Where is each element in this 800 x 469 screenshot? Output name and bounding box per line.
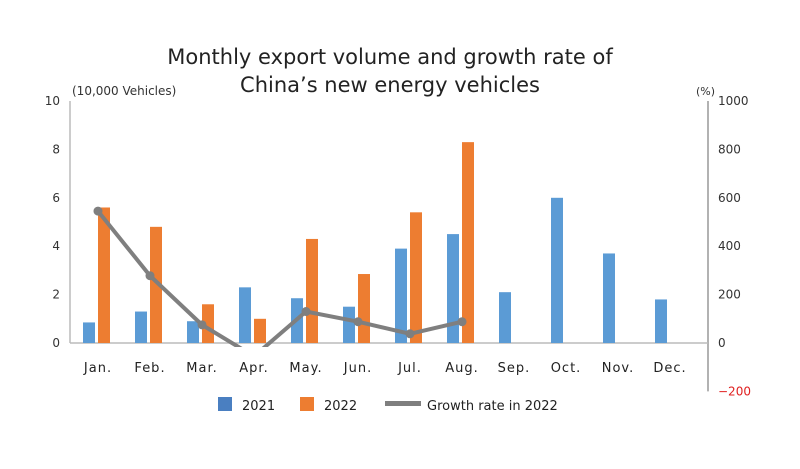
x-tick-label: Jan. — [83, 361, 112, 376]
bar-2022-apr — [254, 318, 266, 343]
x-tick-label: Apr. — [239, 361, 268, 376]
y2-tick-label: 400 — [718, 239, 741, 253]
growth-rate-point-feb — [145, 271, 155, 281]
x-tick-label: Aug. — [445, 361, 479, 376]
x-tick-label: Oct. — [551, 361, 582, 376]
y2-tick-label: 0 — [718, 336, 726, 350]
growth-rate-point-jan — [93, 206, 103, 216]
legend-label: 2021 — [242, 399, 275, 414]
y-tick-label: 2 — [52, 288, 60, 302]
y2-axis-label: (%) — [696, 85, 715, 98]
chart-title-line-2: China’s new energy vehicles — [240, 73, 540, 97]
growth-rate-point-may — [301, 307, 311, 317]
legend-swatch-2022 — [300, 397, 314, 411]
x-tick-label: Jun. — [343, 361, 372, 376]
y-tick-label: 6 — [52, 191, 60, 205]
y-tick-label: 8 — [52, 142, 60, 156]
x-tick-label: May. — [289, 361, 322, 376]
growth-rate-point-aug — [457, 317, 467, 327]
y2-tick-label: −200 — [718, 384, 751, 398]
bar-2021-feb — [135, 311, 147, 343]
bar-2022-jul — [410, 212, 422, 343]
bar-2021-jun — [343, 306, 355, 343]
legend-label: 2022 — [324, 399, 357, 414]
x-tick-label: Sep. — [498, 361, 531, 376]
bar-2021-sep — [499, 292, 511, 343]
y2-tick-label: 800 — [718, 142, 741, 156]
y-tick-label: 0 — [52, 336, 60, 350]
bar-2021-jul — [395, 248, 407, 343]
bar-2021-oct — [551, 197, 563, 343]
bar-2021-apr — [239, 287, 251, 343]
x-tick-label: Nov. — [602, 361, 635, 376]
x-tick-label: Mar. — [186, 361, 217, 376]
bar-2022-may — [306, 238, 318, 343]
legend-label: Growth rate in 2022 — [427, 399, 558, 414]
bar-2021-nov — [603, 253, 615, 343]
bar-2021-jan — [83, 322, 95, 343]
growth-rate-point-jul — [405, 329, 415, 339]
y2-tick-label: 200 — [718, 288, 741, 302]
legend-swatch-growth-rate — [385, 401, 421, 406]
chart-title-line-1: Monthly export volume and growth rate of — [167, 45, 613, 69]
bar-2021-dec — [655, 299, 667, 343]
x-tick-label: Dec. — [653, 361, 686, 376]
growth-rate-point-mar — [197, 320, 207, 330]
y-tick-label: 10 — [45, 94, 60, 108]
y-tick-label: 4 — [52, 239, 60, 253]
x-tick-label: Jul. — [397, 361, 422, 376]
bar-2022-mar — [202, 304, 214, 343]
growth-rate-line — [96, 209, 463, 347]
bar-2022-jan — [98, 207, 110, 343]
x-tick-label: Feb. — [134, 361, 165, 376]
y2-tick-label: 1000 — [718, 94, 749, 108]
legend-swatch-2021 — [218, 397, 232, 411]
bar-2022-jun — [358, 274, 370, 343]
bar-2022-feb — [150, 226, 162, 343]
bar-2022-aug — [462, 142, 474, 343]
bar-2021-mar — [187, 321, 199, 343]
bar-2021-aug — [447, 234, 459, 343]
growth-rate-point-jun — [353, 317, 363, 327]
y-axis-label: (10,000 Vehicles) — [72, 84, 176, 98]
y2-tick-label: 600 — [718, 191, 741, 205]
